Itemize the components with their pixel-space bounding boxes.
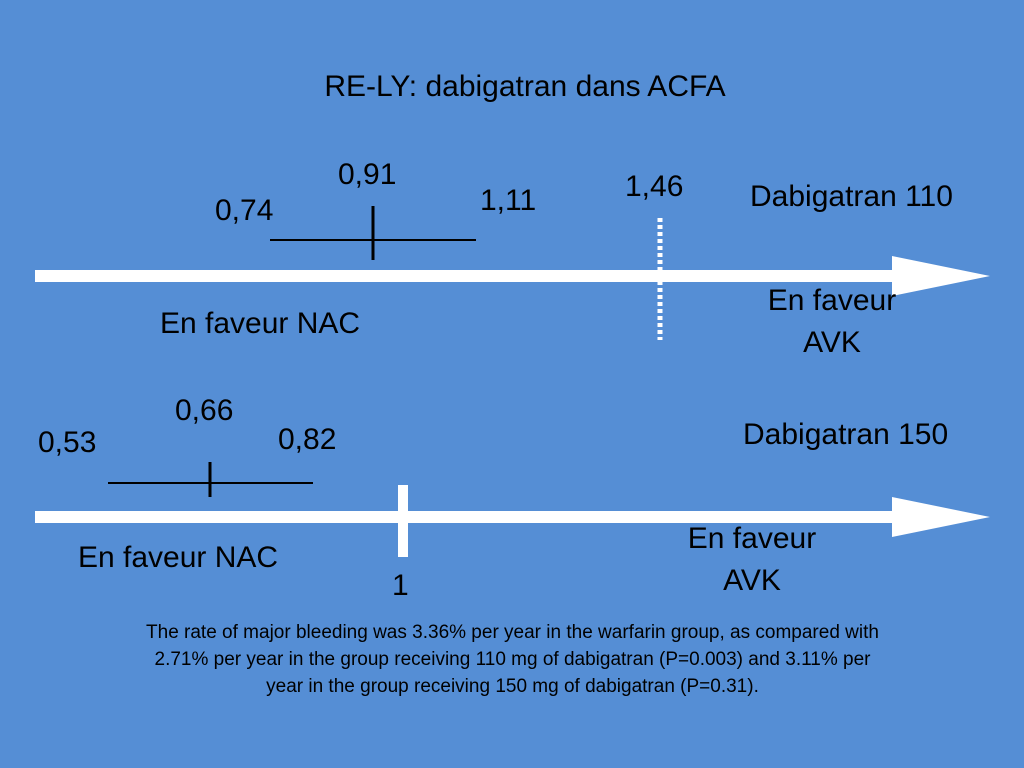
axis-arrowhead-150 [892, 497, 990, 537]
favors-avk-150-line2: AVK [723, 564, 781, 597]
bleeding-caption: The rate of major bleeding was 3.36% per… [146, 622, 879, 697]
margin-value: 1,46 [625, 170, 684, 203]
axis-110 [35, 256, 990, 296]
favors-avk-110-line2: AVK [803, 326, 861, 359]
axis-arrowhead-110 [892, 256, 990, 296]
favors-nac-110: En faveur NAC [160, 307, 361, 340]
point-estimate-110: 0,91 [338, 158, 397, 191]
ci-low-110: 0,74 [215, 194, 274, 227]
favors-avk-110-line1: En faveur [767, 284, 897, 317]
favors-avk-150: En faveur AVK [656, 518, 848, 602]
point-estimate-150: 0,66 [175, 394, 234, 427]
axis-line-110 [35, 270, 905, 282]
reference-value-label: 1 [392, 569, 409, 602]
ci-high-110: 1,11 [480, 184, 537, 217]
favors-avk-150-line1: En faveur [687, 522, 817, 555]
ci-high-150: 0,82 [278, 423, 337, 456]
favors-avk-110: En faveur AVK [736, 280, 928, 364]
axis-150 [35, 497, 990, 537]
axis-line-150 [35, 511, 905, 523]
panel-name-150: Dabigatran 150 [743, 418, 949, 451]
ci-low-150: 0,53 [38, 426, 97, 459]
favors-nac-150: En faveur NAC [78, 541, 279, 574]
reference-line-one [398, 485, 408, 557]
panel-name-110: Dabigatran 110 [750, 180, 953, 213]
slide-title: RE-LY: dabigatran dans ACFA [324, 70, 726, 103]
